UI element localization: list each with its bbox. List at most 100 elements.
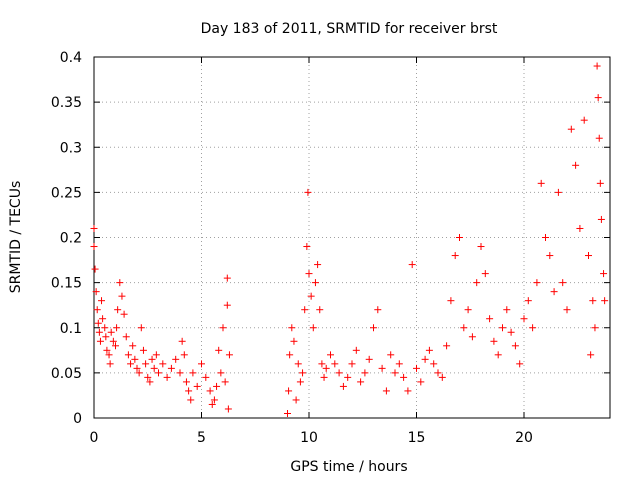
data-point [288,324,296,332]
data-point [507,328,515,336]
data-point [591,324,599,332]
data-point [290,337,298,345]
data-point [596,179,604,187]
data-point [391,369,399,377]
data-point [99,315,107,323]
data-point [524,297,532,305]
data-point [339,382,347,390]
data-point [434,369,442,377]
x-tick-label: 0 [90,430,99,446]
data-point [301,306,309,314]
data-point [404,387,412,395]
data-point [327,351,334,359]
data-point [600,270,608,278]
data-point [316,306,324,314]
data-point [187,396,195,404]
data-point [567,125,575,133]
data-point [335,369,343,377]
data-point [131,355,139,363]
data-point [320,373,328,381]
data-point [163,373,171,381]
data-point [413,364,420,372]
data-point [210,396,218,404]
data-point [451,252,459,260]
data-point [105,351,113,359]
data-point [112,342,119,350]
data-point [352,346,360,354]
data-point [408,261,416,269]
data-point [387,351,395,359]
data-point [303,243,311,251]
data-point [109,337,117,345]
data-point [314,261,322,269]
data-point [137,324,145,332]
y-tick-label: 0.1 [60,321,82,337]
data-point [430,360,438,368]
data-point [90,224,98,232]
data-point [601,297,609,305]
data-point [292,396,300,404]
data-point [464,306,472,314]
data-point [178,337,186,345]
data-point [597,215,605,223]
data-point [189,369,197,377]
data-point [294,360,302,368]
data-point [223,274,231,282]
x-tick-label: 20 [515,430,533,446]
y-tick-label: 0.25 [51,185,82,201]
x-axis-label: GPS time / hours [290,459,407,475]
data-point [585,252,592,260]
data-point [361,369,369,377]
data-point [91,265,99,273]
data-point [542,234,549,241]
data-point [90,243,98,251]
data-point [331,360,339,368]
data-point [589,297,597,305]
data-point [133,364,141,372]
data-point [299,369,307,377]
data-point [206,387,214,395]
data-point [311,279,319,287]
data-point [176,369,184,377]
data-point [587,351,595,359]
data-point [344,373,352,381]
x-tick-label: 10 [300,430,318,446]
data-point [481,270,489,278]
grid [94,57,610,418]
data-point [223,301,231,309]
data-point [114,306,122,314]
data-point [594,94,602,102]
data-point [511,342,519,350]
data-point [576,224,584,232]
data-point [537,179,545,187]
data-point [142,360,150,368]
data-point [305,270,313,278]
data-point [425,346,433,354]
x-tick-label: 5 [197,430,206,446]
data-point [580,116,588,124]
axis-ticks: 0 5 10 15 20 0 0.05 0.1 0.15 0.2 0.25 0.3 0.35 0.4 [51,50,610,446]
data-point [421,355,429,363]
data-point [400,373,408,381]
data-point [224,405,232,413]
data-point [309,324,317,332]
data-point [95,328,103,336]
data-point [357,378,365,386]
data-point [284,409,291,417]
y-axis-label: SRMTID / TECUs [8,181,24,294]
data-point [520,315,528,323]
data-point [92,288,100,296]
data-point [554,188,562,196]
data-point [296,378,304,386]
data-point [198,360,205,368]
data-point [546,252,554,260]
data-point [102,333,110,341]
data-point [116,279,124,287]
data-point [307,292,315,300]
data-point [167,364,175,372]
data-point [202,373,210,381]
data-point [473,279,481,287]
data-point [486,315,494,323]
plot-frame [93,56,611,419]
